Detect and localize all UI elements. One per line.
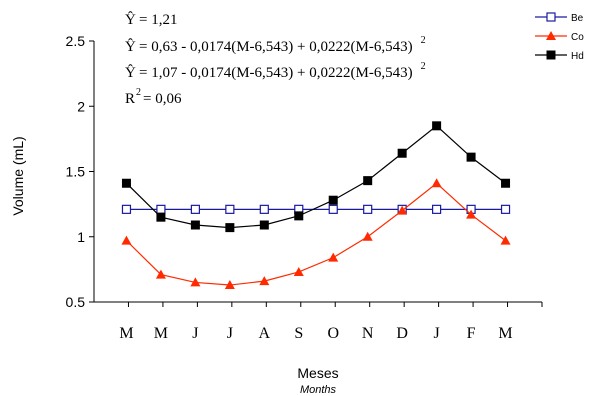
equation-text: = 0,63 - 0,0174(M-6,543) + 0,0222(M-6,54…	[139, 39, 413, 55]
y-tick-label: 0.5	[66, 294, 86, 310]
data-point	[363, 176, 373, 186]
data-point	[432, 204, 442, 214]
legend-marker	[546, 50, 556, 60]
data-point	[190, 220, 200, 230]
legend: Be Co Hd	[535, 12, 584, 62]
series-line-hd	[126, 125, 506, 229]
data-point	[190, 204, 200, 214]
data-point	[293, 266, 304, 276]
equation-text: = 1,21	[139, 12, 177, 28]
legend-marker	[546, 31, 556, 40]
x-tick-label: M	[498, 325, 512, 342]
data-point	[466, 209, 477, 219]
data-point	[121, 204, 132, 214]
series-group	[121, 121, 511, 290]
data-point	[397, 205, 408, 215]
series-line-co	[126, 182, 506, 286]
x-tick-label: D	[396, 325, 408, 342]
data-point	[294, 211, 304, 221]
equation-superscript: 2	[136, 87, 141, 98]
series-be	[121, 204, 511, 214]
x-tick-label: A	[259, 325, 271, 342]
equation-symbol: R	[125, 91, 135, 107]
data-point	[259, 276, 270, 286]
x-tick-label: S	[294, 325, 303, 342]
series-co	[121, 178, 511, 290]
legend-item-be: Be	[535, 12, 584, 24]
y-axis-label: Volume (mL)	[10, 136, 26, 215]
legend-label: Hd	[571, 51, 584, 62]
y-tick-label: 1	[77, 229, 85, 245]
legend-label: Be	[571, 13, 584, 24]
equation-text: = 1,07 - 0,0174(M-6,543) + 0,0222(M-6,54…	[139, 65, 413, 81]
data-point	[432, 121, 442, 131]
equation-text: = 0,06	[143, 91, 182, 107]
data-point	[397, 148, 407, 158]
data-point	[190, 277, 201, 287]
equation-symbol: Ŷ	[125, 38, 136, 55]
y-tick-label: 2.5	[66, 33, 86, 49]
y-tick-label: 2	[77, 98, 85, 114]
x-tick-label: J	[433, 325, 439, 342]
x-axis-label-english: Months	[300, 384, 337, 396]
equation-1: Ŷ = 1,21	[125, 11, 177, 28]
data-point	[121, 178, 131, 188]
data-point	[362, 231, 373, 241]
data-point	[225, 223, 235, 233]
data-point	[155, 269, 166, 279]
equation-3: Ŷ = 1,07 - 0,0174(M-6,543) + 0,0222(M-6,5…	[125, 61, 426, 81]
x-tick-label: N	[362, 325, 374, 342]
equation-symbol: Ŷ	[125, 64, 136, 81]
x-tick-label: O	[327, 325, 339, 342]
legend-item-hd: Hd	[535, 50, 584, 62]
equation-2: Ŷ = 0,63 - 0,0174(M-6,543) + 0,0222(M-6,5…	[125, 35, 426, 55]
data-point	[225, 204, 235, 214]
y-tick-labels: 0.5 1 1.5 2 2.5	[66, 33, 94, 310]
x-tick-label: F	[467, 325, 476, 342]
data-point	[328, 195, 338, 205]
x-tick-label: J	[227, 325, 233, 342]
series-hd	[121, 121, 511, 233]
x-tick-label: J	[192, 325, 198, 342]
x-tick-label: M	[119, 325, 133, 342]
data-point	[501, 178, 511, 188]
equation-annotations: Ŷ = 1,21Ŷ = 0,63 - 0,0174(M-6,543) + 0,022…	[125, 11, 426, 107]
data-point	[466, 152, 476, 162]
data-point	[259, 204, 269, 214]
data-point	[328, 252, 339, 262]
data-point	[156, 212, 166, 222]
x-tick-label: M	[154, 325, 168, 342]
data-point	[500, 235, 511, 245]
equation-superscript: 2	[421, 61, 426, 72]
legend-item-co: Co	[535, 31, 584, 43]
data-point	[500, 204, 511, 214]
equation-superscript: 2	[421, 35, 426, 46]
data-point	[363, 204, 373, 214]
data-point	[259, 220, 269, 230]
data-point	[431, 178, 442, 188]
data-point	[328, 204, 338, 214]
legend-marker	[546, 12, 556, 22]
data-point	[156, 204, 166, 214]
data-point	[224, 280, 235, 290]
x-axis-label: Meses	[297, 365, 338, 381]
y-tick-label: 1.5	[66, 164, 86, 180]
legend-label: Co	[571, 32, 584, 43]
equation-symbol: Ŷ	[125, 11, 136, 28]
data-point	[121, 235, 132, 245]
equation-4: R 2 = 0,06	[125, 87, 182, 107]
